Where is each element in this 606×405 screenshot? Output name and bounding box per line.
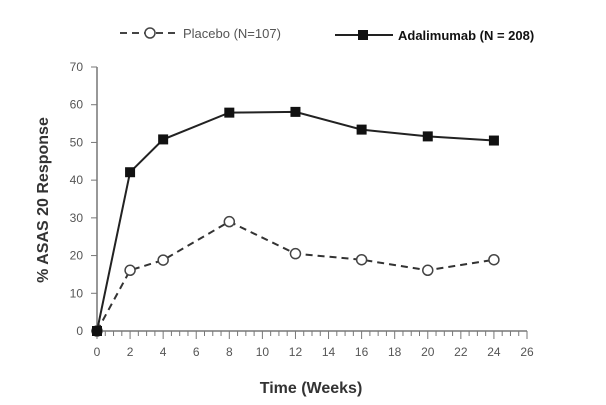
adalimumab-point — [290, 106, 301, 117]
x-tick-label: 4 — [160, 345, 167, 359]
x-tick-label: 8 — [226, 345, 233, 359]
adalimumab-point — [158, 134, 169, 145]
y-tick-label: 60 — [70, 98, 84, 112]
x-tick-label: 0 — [94, 345, 101, 359]
placebo-point — [488, 253, 500, 266]
x-tick-label: 24 — [487, 345, 501, 359]
adalimumab-point — [488, 135, 499, 146]
y-tick-label: 10 — [70, 286, 84, 300]
x-tick-label: 22 — [454, 345, 468, 359]
x-tick-label: 20 — [421, 345, 435, 359]
placebo-line — [96, 220, 495, 332]
y-tick-label: 0 — [76, 324, 83, 338]
x-axis-label: Time (Weeks) — [260, 380, 363, 397]
legend: Placebo (N=107) Adalimumab (N = 208) — [120, 26, 534, 43]
legend-adalimumab-marker — [358, 30, 368, 40]
y-tick-label: 50 — [70, 135, 84, 149]
adalimumab-point — [422, 131, 433, 142]
x-tick-label: 14 — [322, 345, 336, 359]
y-tick-label: 30 — [70, 211, 84, 225]
adalimumab-line — [96, 110, 494, 332]
placebo-point — [422, 264, 434, 277]
y-tick-label: 40 — [70, 173, 84, 187]
x-tick-label: 16 — [355, 345, 369, 359]
x-tick-label: 2 — [127, 345, 134, 359]
adalimumab-point — [356, 124, 367, 135]
x-tick-label: 18 — [388, 345, 402, 359]
placebo-point — [124, 264, 136, 277]
legend-placebo-label: Placebo (N=107) — [183, 26, 281, 41]
placebo-point — [223, 215, 236, 228]
placebo-point — [157, 254, 169, 266]
legend-placebo-marker — [144, 27, 156, 39]
y-axis-label: % ASAS 20 Response — [35, 117, 52, 283]
x-tick-label: 12 — [289, 345, 303, 359]
x-tick-label: 10 — [256, 345, 270, 359]
y-tick-label: 70 — [70, 60, 84, 74]
y-tick-label: 20 — [70, 249, 84, 263]
legend-adalimumab-label: Adalimumab (N = 208) — [398, 28, 534, 43]
adalimumab-point — [224, 107, 235, 118]
placebo-point — [289, 247, 302, 260]
x-tick-label: 6 — [193, 345, 200, 359]
adalimumab-point — [92, 326, 102, 336]
adalimumab-point — [125, 167, 136, 178]
placebo-point — [355, 253, 368, 266]
x-tick-label: 26 — [520, 345, 534, 359]
series-layer — [91, 106, 500, 337]
